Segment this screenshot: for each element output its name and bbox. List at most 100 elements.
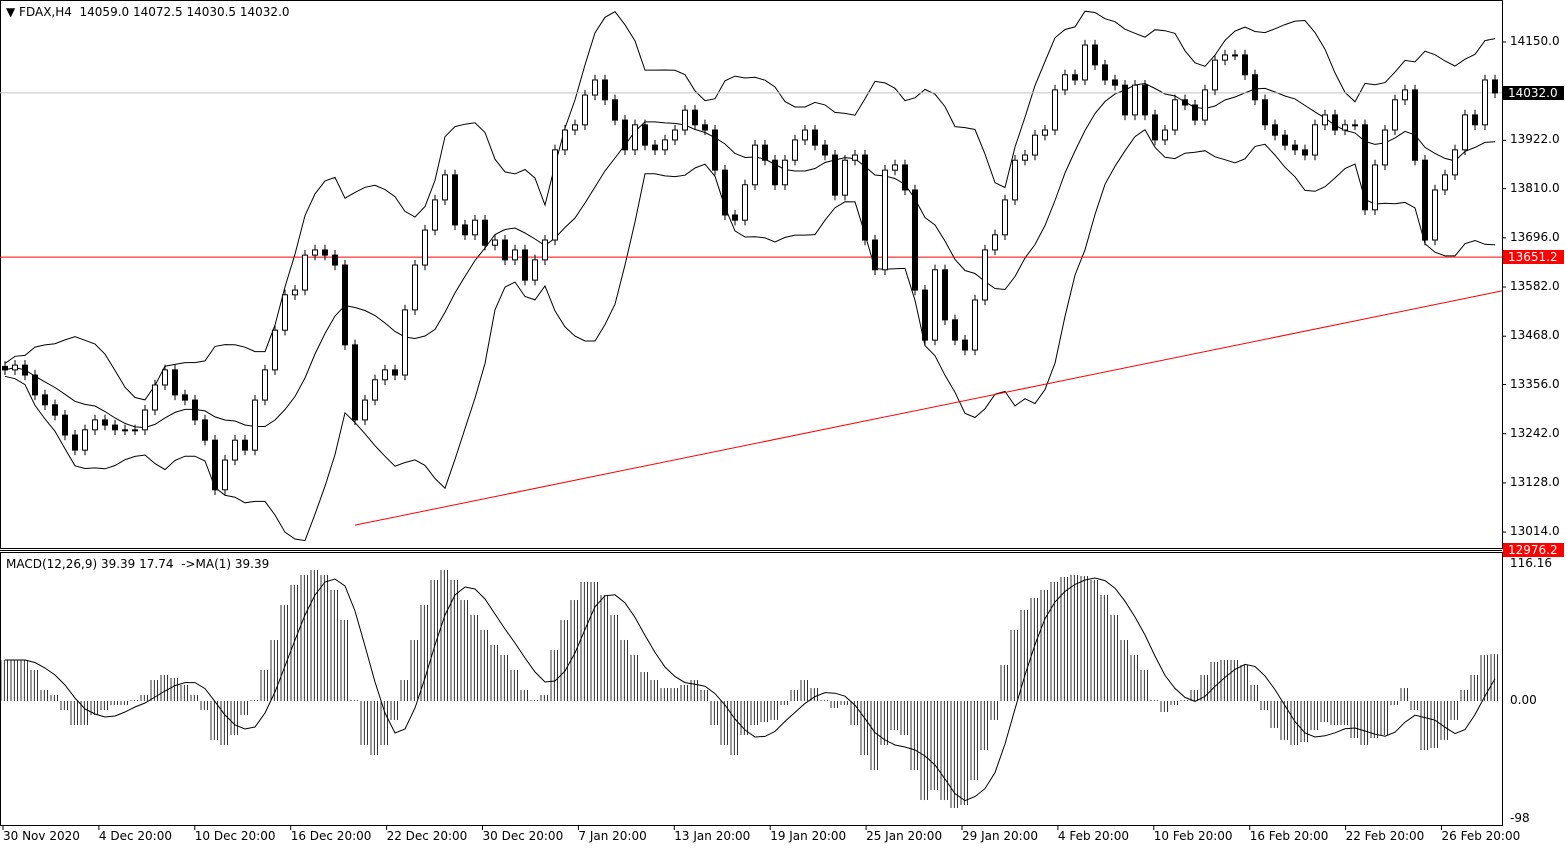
price-tick-label: 13128.0: [1510, 474, 1560, 489]
candle: [232, 435, 238, 466]
candle: [862, 149, 868, 246]
candle: [332, 249, 338, 271]
candle: [352, 339, 358, 426]
time-tick-label: 16 Dec 20:00: [290, 829, 372, 843]
candle: [142, 404, 148, 436]
price-tick-label: 13242.0: [1510, 425, 1560, 440]
candle: [512, 244, 518, 266]
macd-panel[interactable]: [0, 570, 1498, 830]
candle: [852, 149, 858, 166]
candle: [1472, 109, 1478, 131]
candle: [1222, 49, 1228, 66]
candle: [1462, 109, 1468, 156]
candle: [102, 414, 108, 431]
candle: [272, 325, 278, 376]
candle: [672, 124, 678, 146]
candle: [2, 361, 8, 376]
candle: [312, 244, 318, 261]
candle: [302, 249, 308, 296]
candle: [1372, 159, 1378, 215]
candle: [1332, 109, 1338, 136]
collapse-triangle-icon[interactable]: ▼: [6, 5, 20, 19]
candle: [1282, 130, 1288, 151]
candle: [212, 435, 218, 495]
candle: [1302, 144, 1308, 161]
time-tick-label: 26 Feb 20:00: [1441, 829, 1521, 843]
candle: [322, 244, 328, 261]
candle: [242, 435, 248, 456]
candle: [422, 224, 428, 271]
candle: [1192, 99, 1198, 126]
candle: [552, 144, 558, 246]
candle: [982, 244, 988, 306]
time-tick-label: 29 Jan 20:00: [962, 829, 1038, 843]
candle: [472, 214, 478, 241]
candle: [1072, 69, 1078, 86]
candle: [722, 164, 728, 221]
candle: [1492, 74, 1498, 99]
candle: [772, 155, 778, 190]
candle: [742, 179, 748, 226]
price-panel[interactable]: [0, 10, 1506, 542]
candle: [172, 364, 178, 401]
candle: [1202, 84, 1208, 126]
candle: [732, 209, 738, 226]
candle: [132, 424, 138, 436]
candle: [282, 289, 288, 336]
candle: [42, 389, 48, 410]
candle: [442, 169, 448, 206]
macd-tick-label: 116.16: [1510, 556, 1552, 570]
candle: [842, 155, 848, 201]
macd-header: MACD(12,26,9) 39.39 17.74 ->MA(1) 39.39: [6, 557, 269, 571]
trendline[interactable]: [354, 290, 1503, 526]
candle: [1112, 74, 1118, 91]
symbol-label: FDAX,H4: [19, 5, 72, 19]
candle: [1152, 109, 1158, 146]
candle: [1412, 84, 1418, 166]
time-tick-label: 30 Dec 20:00: [482, 829, 564, 843]
candle: [662, 134, 668, 156]
price-tick-label: 13922.0: [1510, 132, 1560, 147]
candle: [1292, 139, 1298, 156]
time-tick-label: 10 Dec 20:00: [194, 829, 276, 843]
candle: [1442, 169, 1448, 196]
candle: [532, 254, 538, 286]
candle: [72, 429, 78, 456]
bollinger-lower: [4, 128, 1496, 542]
candle: [462, 219, 468, 241]
candle: [962, 334, 968, 356]
candle: [402, 304, 408, 381]
candle: [902, 159, 908, 196]
candle: [502, 234, 508, 266]
candle: [52, 399, 58, 421]
time-tick-label: 4 Feb 20:00: [1057, 829, 1129, 843]
macd-tick-label: 0.00: [1510, 693, 1537, 707]
price-tick-label: 13696.0: [1510, 229, 1560, 244]
candle: [382, 364, 388, 385]
candle: [1172, 94, 1178, 136]
candle: [1482, 74, 1488, 131]
candle: [342, 259, 348, 351]
candle: [1382, 124, 1388, 171]
candle: [892, 159, 898, 176]
candle: [692, 104, 698, 131]
time-tick-label: 22 Dec 20:00: [386, 829, 468, 843]
candle: [222, 454, 228, 495]
candle: [1402, 84, 1408, 105]
candle: [1182, 94, 1188, 111]
candle: [32, 369, 38, 401]
candle: [792, 134, 798, 166]
candle: [922, 284, 928, 346]
price-tick-label: 13582.0: [1510, 279, 1560, 294]
candle: [112, 419, 118, 436]
candle: [292, 284, 298, 300]
candle: [1432, 184, 1438, 246]
candle: [822, 139, 828, 161]
candle: [1082, 39, 1088, 86]
candle: [572, 119, 578, 136]
bottom-price-tag: 12976.2: [1503, 543, 1564, 557]
macd-signal-line: [5, 577, 1496, 802]
candle: [1392, 94, 1398, 136]
candle: [1032, 130, 1038, 161]
candle: [1232, 49, 1238, 61]
